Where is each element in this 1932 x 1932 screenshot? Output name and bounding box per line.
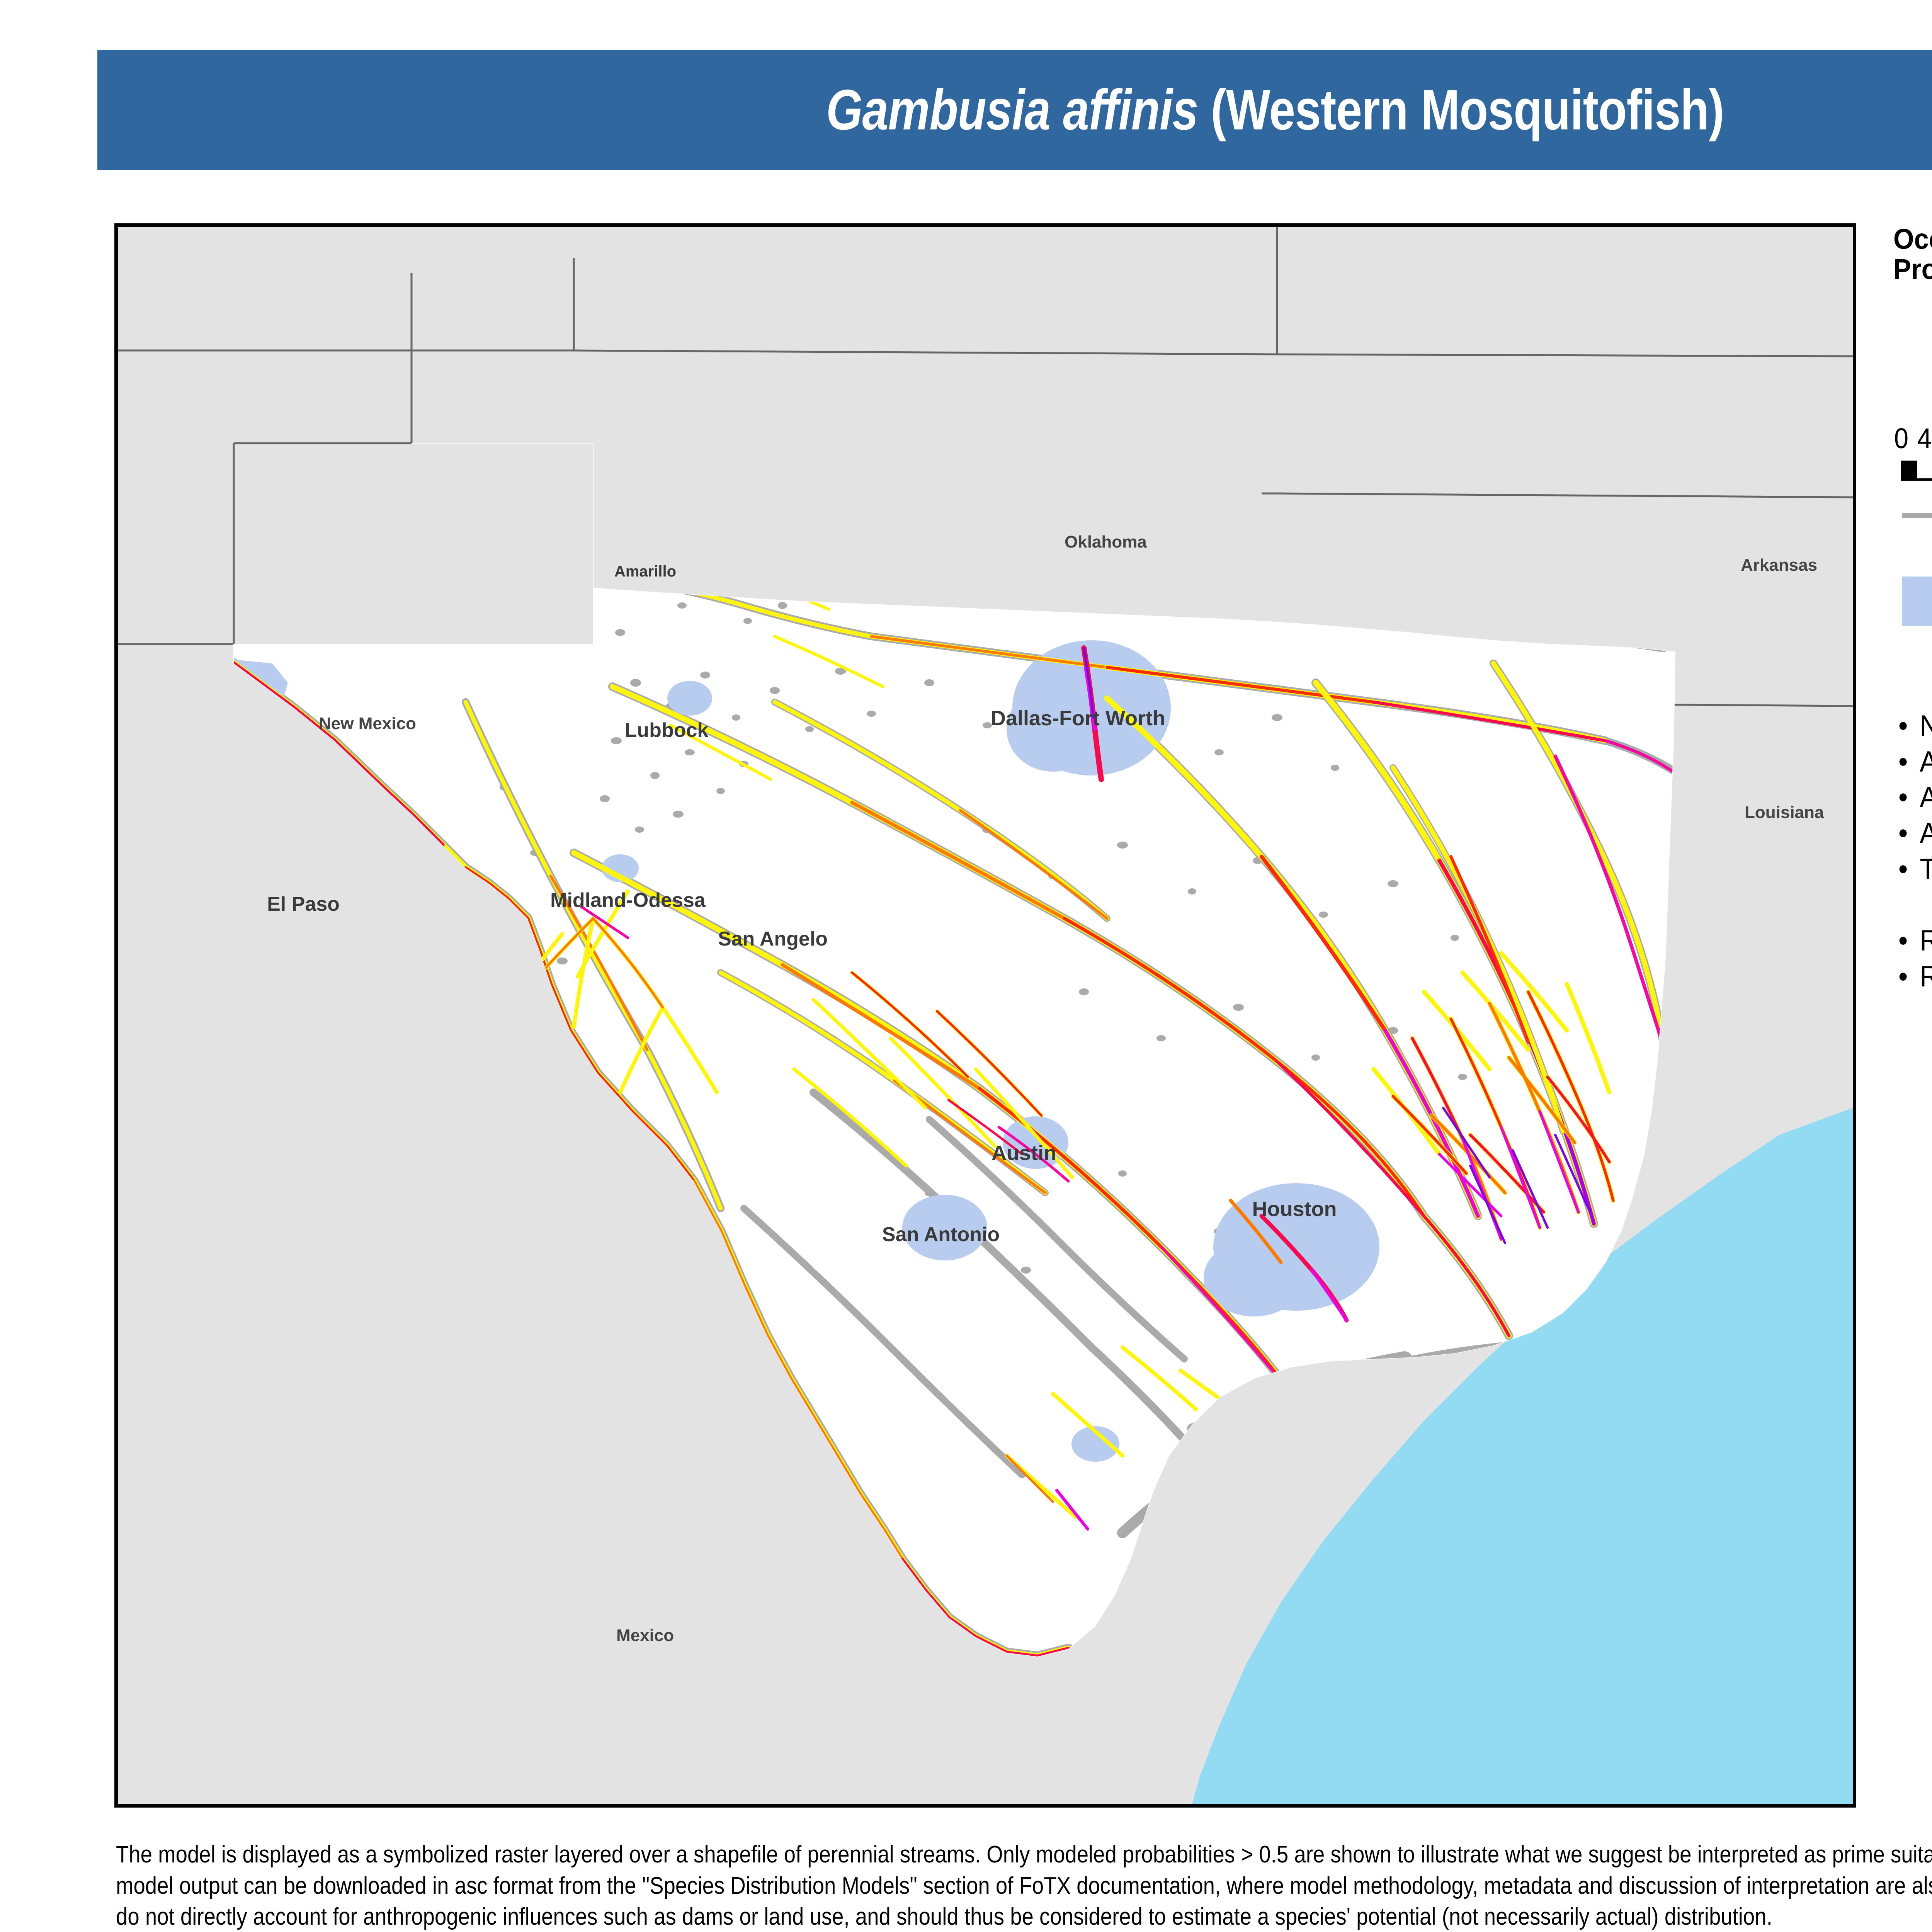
legend-heading-line2: Probability bbox=[1893, 253, 1932, 286]
city-label-houston: Houston bbox=[1252, 1197, 1337, 1221]
scale-tick-45: 45 bbox=[1917, 422, 1932, 454]
map-legend-panel: Occurrence Probability High: 1 Low: 0.5 … bbox=[1893, 224, 1932, 1847]
city-label-el-paso: El Paso bbox=[267, 893, 340, 915]
legend-heading: Occurrence Probability bbox=[1893, 224, 1932, 285]
scale-tick-0: 0 bbox=[1894, 422, 1909, 454]
scale-bar-numbers: 0 45 90 180 270 360 bbox=[1893, 422, 1932, 455]
state-label-oklahoma: Oklahoma bbox=[1065, 532, 1147, 551]
state-label-arkansas: Arkansas bbox=[1741, 556, 1817, 575]
city-label-midland-odessa: Midland-Odessa bbox=[550, 889, 706, 912]
legend-entry-urban: Major Urban Areas bbox=[1893, 573, 1932, 645]
maxent-item-test-auc: Average test AUC.....................0.9… bbox=[1893, 744, 1932, 780]
maxent-item-training-occ: Random training occurrences...509 bbox=[1893, 923, 1932, 959]
maxent-results-block: MAXENT results & parameters: Number of r… bbox=[1893, 653, 1932, 1069]
maxent-item-runs: Number of runs........................10… bbox=[1893, 708, 1932, 744]
perennial-streams-swatch bbox=[1902, 513, 1932, 518]
maxent-item-total-records: Total Records >1950 & with bbox=[1893, 852, 1932, 888]
city-label-lubbock: Lubbock bbox=[625, 719, 709, 742]
map-caption: The model is displayed as a symbolized r… bbox=[116, 1841, 1932, 1930]
legend-entry-streams: Perennial Streams bbox=[1893, 502, 1932, 573]
species-scientific-name: Gambusia affinis bbox=[826, 78, 1198, 142]
city-label-dallas-fort-worth: Dallas-Fort Worth bbox=[991, 707, 1165, 730]
state-label-new-mexico: New Mexico bbox=[319, 714, 416, 733]
title-banner: Gambusia affinis (Western Mosquitofish) bbox=[97, 50, 1932, 170]
maxent-item-error-radius: <1km error radius.....................84… bbox=[1893, 888, 1932, 923]
city-label-san-antonio: San Antonio bbox=[882, 1223, 1000, 1246]
scale-bar-block: 0 45 90 180 270 360 Kilometers bbox=[1893, 422, 1932, 484]
city-label-san-angelo: San Angelo bbox=[718, 928, 828, 950]
legend-entries: Perennial Streams Major Urban Areas bbox=[1893, 502, 1932, 645]
maxent-item-auc-stdev: AUC standard deviation............0.0071 bbox=[1893, 816, 1932, 852]
state-labels: New Mexico Oklahoma Arkansas Louisiana M… bbox=[319, 532, 1824, 1645]
gulf-of-mexico-water bbox=[1192, 1108, 1853, 1804]
maxent-parameter-list: Number of runs........................10… bbox=[1893, 708, 1932, 995]
state-label-louisiana: Louisiana bbox=[1745, 803, 1824, 822]
maxent-item-training-auc: Average training AUC...............0.954 bbox=[1893, 780, 1932, 816]
occurrence-probability-raster bbox=[234, 495, 1675, 1656]
maxent-heading: MAXENT results & parameters: bbox=[1920, 653, 1932, 688]
main-map-frame[interactable]: New Mexico Oklahoma Arkansas Louisiana M… bbox=[114, 223, 1856, 1808]
city-labels: Amarillo Lubbock Midland-Odessa El Paso … bbox=[267, 563, 1337, 1246]
state-label-mexico: Mexico bbox=[616, 1626, 674, 1645]
city-label-austin: Austin bbox=[992, 1141, 1056, 1165]
main-map-canvas[interactable]: New Mexico Oklahoma Arkansas Louisiana M… bbox=[118, 227, 1853, 1804]
map-layers bbox=[234, 490, 1675, 1656]
page-title: Gambusia affinis (Western Mosquitofish) bbox=[826, 77, 1724, 143]
scale-bar-gap-1 bbox=[1917, 458, 1932, 478]
fotx-documentation-note: See FoTX documentation for methods bbox=[1920, 1034, 1932, 1069]
major-urban-areas-swatch bbox=[1902, 577, 1932, 626]
species-common-name: (Western Mosquitofish) bbox=[1211, 78, 1725, 142]
scale-bar-graphic: Kilometers bbox=[1893, 458, 1932, 484]
maxent-item-test-occ: Random test occurrences.........338 bbox=[1893, 959, 1932, 995]
legend-heading-line1: Occurrence bbox=[1893, 223, 1932, 255]
city-label-amarillo: Amarillo bbox=[614, 563, 676, 580]
